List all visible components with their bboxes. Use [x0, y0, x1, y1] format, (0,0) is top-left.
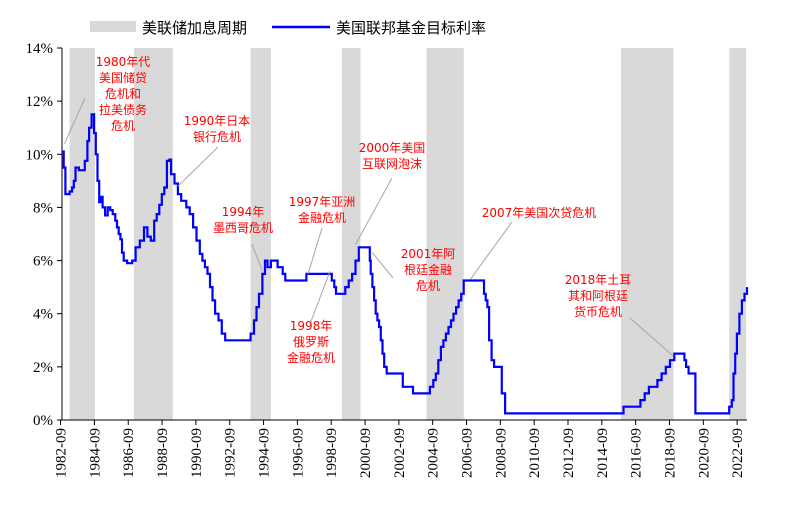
x-tick-label: 2022-09 — [730, 428, 746, 478]
annotation-label-5: 1998年俄罗斯金融危机 — [287, 319, 335, 365]
y-tick-label: 4% — [33, 307, 53, 323]
hike-period-5 — [426, 48, 464, 420]
y-tick-label: 6% — [33, 254, 53, 270]
annotation-leader-6 — [355, 177, 393, 245]
hike-period-1 — [69, 48, 95, 420]
x-tick-label: 1986-09 — [121, 428, 137, 478]
x-tick-label: 1984-09 — [87, 428, 103, 478]
annotation-line: 根廷金融 — [404, 262, 452, 277]
annotation-leader-7 — [371, 252, 394, 279]
annotation-line: 危机 — [111, 119, 135, 133]
annotation-line: 2018年土耳 — [565, 273, 632, 287]
annotation-line: 墨西哥危机 — [213, 221, 273, 235]
x-tick-label: 1990-09 — [189, 428, 205, 478]
y-tick-label: 8% — [33, 200, 53, 216]
annotation-leader-2 — [177, 146, 219, 187]
legend-shade-swatch — [90, 21, 136, 32]
annotation-line: 银行危机 — [193, 130, 241, 144]
annotation-line: 金融危机 — [287, 350, 335, 365]
x-tick-label: 2016-09 — [629, 428, 645, 478]
annotation-line: 金融危机 — [298, 210, 346, 225]
annotation-leader-8 — [470, 221, 513, 280]
x-tick-label: 2000-09 — [358, 428, 374, 478]
x-tick-label: 2002-09 — [392, 428, 408, 478]
annotation-line: 货币危机 — [574, 304, 622, 319]
annotation-line: 拉美债务 — [99, 102, 147, 117]
hike-period-6 — [620, 48, 674, 420]
x-tick-label: 2020-09 — [696, 428, 712, 478]
x-tick-label: 2004-09 — [426, 428, 442, 478]
y-tick-label: 14% — [26, 41, 54, 57]
y-tick-label: 0% — [33, 413, 53, 429]
x-tick-label: 2014-09 — [595, 428, 611, 478]
annotation-line: 危机 — [416, 279, 440, 293]
annotation-line: 互联网泡沫 — [362, 157, 422, 171]
series-layer — [62, 113, 749, 415]
annotation-leader-1 — [64, 97, 86, 144]
y-tick-label: 10% — [26, 147, 54, 163]
x-tick-label: 1982-09 — [54, 428, 70, 478]
annotation-leader-5 — [309, 271, 331, 325]
hike-period-shades — [69, 48, 747, 420]
axes: 0% 2% 4% 6% 8% 10% 12% 14% 1982-09 1984-09 1986-09… — [26, 41, 747, 478]
x-tick-label: 1996-09 — [290, 428, 306, 478]
y-tick-label: 12% — [26, 94, 54, 110]
annotation-line: 其和阿根廷 — [568, 289, 628, 303]
annotation-leader-4 — [307, 227, 323, 275]
x-tick-label: 2012-09 — [561, 428, 577, 478]
annotation-label-1: 1980年代美国储贷危机和拉美债务危机 — [96, 55, 151, 133]
annotation-label-2: 1990年日本银行危机 — [184, 114, 251, 144]
x-tick-label: 2008-09 — [493, 428, 509, 478]
hike-period-7 — [729, 48, 747, 420]
annotation-line: 1980年代 — [96, 55, 151, 69]
x-tick-label: 1988-09 — [155, 428, 171, 478]
annotation-line: 1990年日本 — [184, 114, 251, 128]
annotation-label-7: 2001年阿根廷金融危机 — [401, 247, 456, 293]
annotation-leader-3 — [251, 243, 263, 272]
x-tick-label: 1994-09 — [257, 428, 273, 478]
annotation-line: 2007年美国次贷危机 — [482, 206, 597, 220]
annotation-line: 1994年 — [222, 205, 265, 219]
x-tick-label: 1998-09 — [324, 428, 340, 478]
rate-series-line — [62, 113, 749, 415]
annotation-line: 2001年阿 — [401, 247, 456, 261]
hike-period-3 — [250, 48, 271, 420]
annotation-label-6: 2000年美国互联网泡沫 — [359, 141, 426, 171]
annotation-line: 2000年美国 — [359, 141, 426, 155]
x-tick-label: 1992-09 — [223, 428, 239, 478]
annotation-label-3: 1994年墨西哥危机 — [213, 205, 273, 235]
annotation-line: 1998年 — [290, 319, 333, 333]
annotation-label-8: 2007年美国次贷危机 — [482, 206, 597, 220]
annotation-line: 俄罗斯 — [293, 335, 329, 349]
annotation-line: 美国储贷 — [99, 70, 147, 85]
x-tick-label: 2010-09 — [527, 428, 543, 478]
legend: 美联储加息周期 美国联邦基金目标利率 — [90, 19, 486, 37]
x-tick-label: 2018-09 — [662, 428, 678, 478]
legend-shade-label: 美联储加息周期 — [142, 19, 247, 37]
legend-line-label: 美国联邦基金目标利率 — [336, 19, 486, 37]
y-tick-label: 2% — [33, 360, 53, 376]
hike-period-4 — [341, 48, 361, 420]
annotation-label-9: 2018年土耳其和阿根廷货币危机 — [565, 273, 632, 319]
x-tick-label: 2006-09 — [460, 428, 476, 478]
annotation-line: 危机和 — [105, 87, 141, 101]
annotation-leader-9 — [629, 317, 674, 357]
annotation-label-4: 1997年亚洲金融危机 — [289, 195, 356, 225]
annotation-line: 1997年亚洲 — [289, 195, 356, 209]
annotations-layer: 1980年代美国储贷危机和拉美债务危机 1990年日本银行危机 1994年墨西哥危机… — [64, 55, 674, 365]
